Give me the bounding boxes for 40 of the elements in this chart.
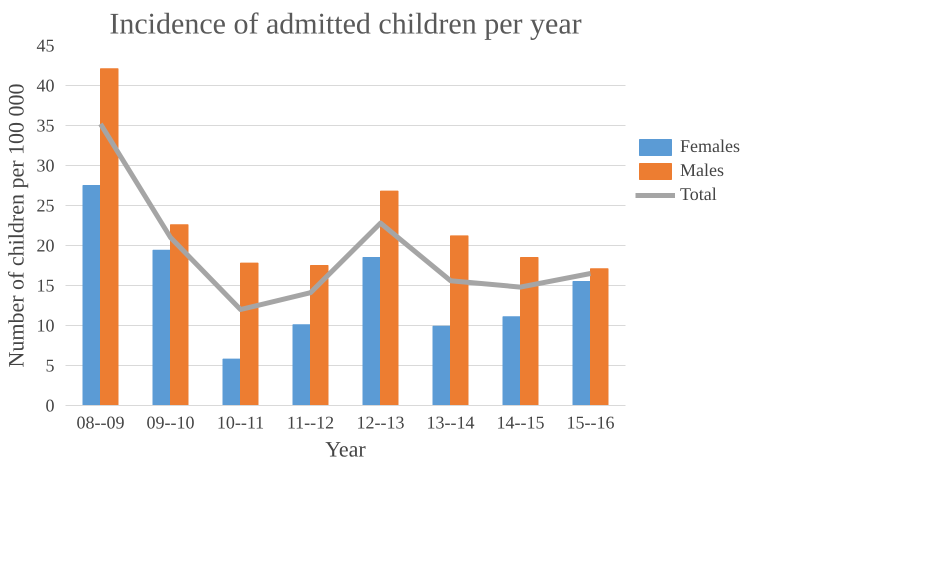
bar — [432, 326, 451, 406]
bar — [450, 235, 468, 406]
bar — [520, 257, 538, 406]
bar — [572, 281, 591, 406]
bar — [380, 190, 398, 406]
x-tick-label: 14--15 — [496, 412, 545, 432]
bar — [240, 262, 258, 406]
y-tick-label: 0 — [46, 396, 54, 416]
x-tick-label: 13--14 — [426, 412, 475, 432]
y-tick-label: 15 — [36, 276, 54, 296]
y-tick-label: 30 — [36, 156, 54, 176]
bar — [502, 316, 521, 406]
bar — [362, 257, 381, 406]
bar — [310, 265, 328, 406]
legend-label: Total — [680, 184, 717, 205]
bar — [82, 185, 101, 406]
bar — [292, 324, 311, 406]
bar — [152, 250, 171, 406]
y-tick-label: 40 — [36, 76, 54, 96]
y-tick-label: 25 — [36, 196, 54, 216]
x-tick-label: 09--10 — [146, 412, 195, 432]
x-axis-title: Year — [325, 436, 366, 462]
legend-label: Females — [680, 136, 740, 157]
x-tick-label: 12--13 — [356, 412, 405, 432]
y-tick-label: 20 — [36, 236, 54, 256]
y-axis-title: Number of children per 100 000 — [4, 83, 28, 368]
y-tick-label: 10 — [36, 316, 54, 336]
bar — [100, 68, 118, 406]
chart-title: Incidence of admitted children per year — [109, 8, 582, 40]
y-tick-label: 5 — [46, 356, 54, 376]
bar — [222, 358, 241, 406]
x-tick-label: 08--09 — [76, 412, 125, 432]
y-tick-label: 35 — [36, 116, 54, 136]
y-tick-label: 45 — [36, 36, 54, 56]
legend-label: Males — [680, 160, 724, 181]
x-tick-label: 11--12 — [286, 412, 334, 432]
bar — [590, 268, 608, 406]
bar — [170, 224, 188, 406]
x-tick-label: 10--11 — [216, 412, 264, 432]
x-tick-label: 15--16 — [566, 412, 615, 432]
